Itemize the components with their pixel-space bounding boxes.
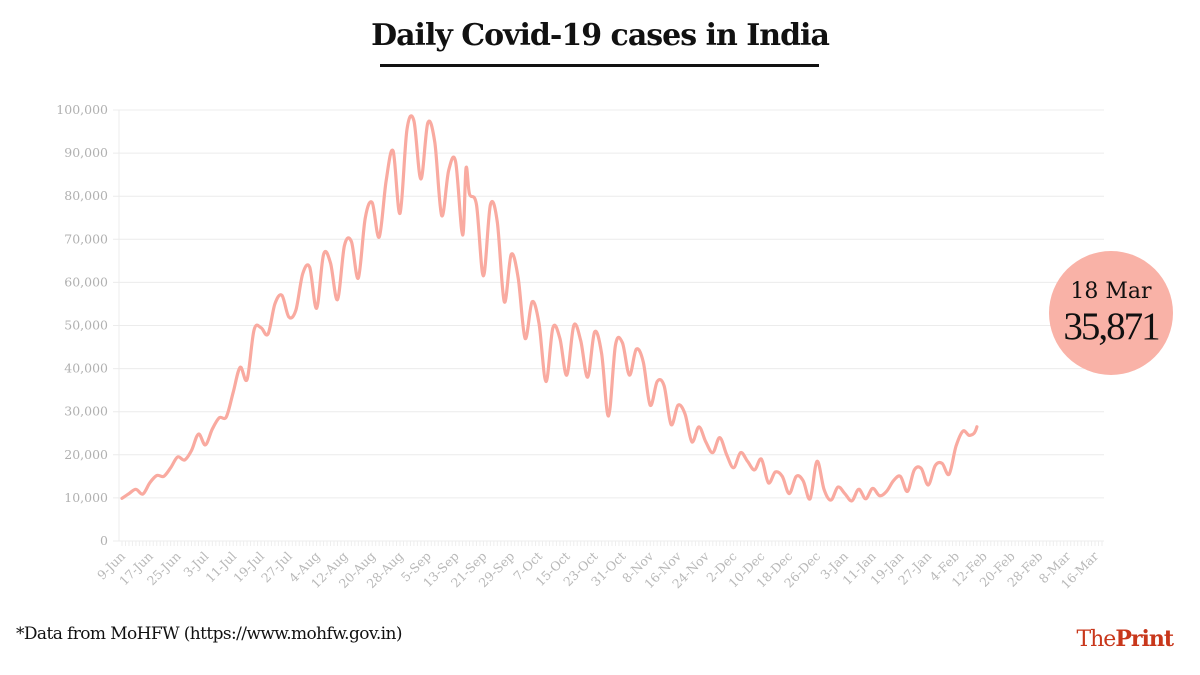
y-tick-label: 10,000 [64, 490, 108, 505]
x-tick-label: 27-Jul [258, 549, 295, 586]
grid-lines [113, 109, 1104, 546]
latest-value-callout: 18 Mar 35,871 [1049, 251, 1173, 375]
logo-the: The [1076, 627, 1116, 652]
y-tick-label: 40,000 [64, 361, 108, 376]
y-tick-label: 50,000 [64, 318, 108, 333]
theprint-logo: ThePrint [1076, 626, 1174, 652]
x-tick-label: 11-Jul [202, 549, 239, 586]
series-line-daily-cases [120, 114, 979, 503]
y-tick-label: 0 [100, 533, 108, 548]
callout-date: 18 Mar [1070, 279, 1152, 304]
y-tick-label: 80,000 [64, 188, 108, 203]
x-axis-ticks: 9-Jun17-Jun25-Jun3-Jul11-Jul19-Jul27-Jul… [94, 548, 1101, 592]
callout-circle [1049, 251, 1173, 375]
x-tick-label: 19-Jul [230, 549, 267, 586]
callout-value: 35,871 [1063, 305, 1159, 348]
data-points [120, 0, 1103, 503]
y-tick-label: 100,000 [56, 102, 108, 117]
y-tick-label: 60,000 [64, 274, 108, 289]
y-axis-ticks: 0 10,000 20,000 30,000 40,000 50,000 60,000 70,… [56, 102, 108, 548]
title-underline [380, 64, 819, 67]
y-tick-label: 90,000 [64, 145, 108, 160]
chart-title: Daily Covid-19 cases in India [371, 18, 830, 53]
y-tick-label: 70,000 [64, 231, 108, 246]
logo-print: Print [1115, 626, 1174, 652]
y-tick-label: 30,000 [64, 404, 108, 419]
data-source-note: *Data from MoHFW (https://www.mohfw.gov.… [16, 624, 402, 644]
y-tick-label: 20,000 [64, 447, 108, 462]
